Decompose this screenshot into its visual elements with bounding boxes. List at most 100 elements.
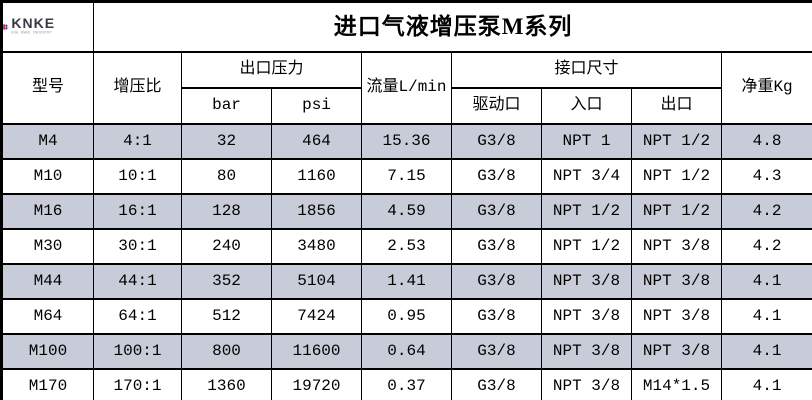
cell-flow: 7.15 — [361, 158, 452, 195]
cell-model: M170 — [1, 368, 94, 400]
cell-weight: 4.8 — [720, 123, 812, 160]
cell-model: M30 — [1, 228, 94, 265]
cell-inlet: NPT 3/8 — [541, 263, 632, 300]
cell-outlet: NPT 3/8 — [631, 298, 722, 335]
cell-weight: 4.2 — [720, 228, 812, 265]
cell-flow: 0.37 — [361, 368, 452, 400]
cell-inlet: NPT 3/8 — [541, 368, 632, 400]
cell-outlet: NPT 1/2 — [631, 158, 722, 195]
cell-flow: 0.64 — [361, 333, 452, 370]
cell-psi: 19720 — [271, 368, 362, 400]
cell-model: M16 — [1, 193, 94, 230]
cell-inlet: NPT 1 — [541, 123, 632, 160]
table-row: M16 16:1 128 1856 4.59 G3/8 NPT 1/2 NPT … — [1, 193, 812, 230]
cell-drive: G3/8 — [451, 368, 542, 400]
header-flow: 流量L/min — [361, 51, 452, 125]
cell-ratio: 64:1 — [93, 298, 182, 335]
cell-model: M64 — [1, 298, 94, 335]
logo-cell: KNKE USA KNKE INDUSTRY — [1, 1, 94, 53]
cell-drive: G3/8 — [451, 228, 542, 265]
cell-weight: 4.1 — [720, 298, 812, 335]
cell-outlet: NPT 3/8 — [631, 263, 722, 300]
header-outlet-pressure: 出口压力 — [181, 51, 362, 89]
cell-drive: G3/8 — [451, 298, 542, 335]
cell-psi: 11600 — [271, 333, 362, 370]
logo-subtext: USA KNKE INDUSTRY — [11, 30, 53, 35]
cell-outlet: NPT 1/2 — [631, 193, 722, 230]
cell-bar: 512 — [181, 298, 272, 335]
cell-psi: 1160 — [271, 158, 362, 195]
knke-logo: KNKE USA KNKE INDUSTRY — [3, 14, 93, 40]
cell-bar: 352 — [181, 263, 272, 300]
cell-outlet: M14*1.5 — [631, 368, 722, 400]
logo-text: KNKE — [11, 14, 56, 31]
cell-model: M4 — [1, 123, 94, 160]
cell-ratio: 30:1 — [93, 228, 182, 265]
header-inlet: 入口 — [541, 87, 632, 125]
cell-model: M10 — [1, 158, 94, 195]
cell-bar: 32 — [181, 123, 272, 160]
header-outlet: 出口 — [631, 87, 722, 125]
cell-psi: 7424 — [271, 298, 362, 335]
header-bar: bar — [181, 87, 272, 125]
cell-inlet: NPT 3/4 — [541, 158, 632, 195]
table-row: M64 64:1 512 7424 0.95 G3/8 NPT 3/8 NPT … — [1, 298, 812, 335]
cell-weight: 4.1 — [720, 263, 812, 300]
title-row: KNKE USA KNKE INDUSTRY 进口气液增压泵M系列 — [1, 1, 812, 53]
header-row-1: 型号 增压比 出口压力 流量L/min 接口尺寸 净重Kg — [1, 51, 812, 125]
page-title: 进口气液增压泵M系列 — [92, 1, 812, 53]
table-row: M10 10:1 80 1160 7.15 G3/8 NPT 3/4 NPT 1… — [1, 158, 812, 195]
cell-inlet: NPT 3/8 — [541, 333, 632, 370]
cell-ratio: 16:1 — [93, 193, 182, 230]
cell-inlet: NPT 1/2 — [541, 228, 632, 265]
table-row: M100 100:1 800 11600 0.64 G3/8 NPT 3/8 N… — [1, 333, 812, 370]
cell-inlet: NPT 1/2 — [541, 193, 632, 230]
table-row: M170 170:1 1360 19720 0.37 G3/8 NPT 3/8 … — [1, 368, 812, 400]
cell-ratio: 170:1 — [93, 368, 182, 400]
cell-ratio: 100:1 — [93, 333, 182, 370]
cell-psi: 1856 — [271, 193, 362, 230]
cell-psi: 3480 — [271, 228, 362, 265]
cell-ratio: 4:1 — [93, 123, 182, 160]
cell-weight: 4.3 — [720, 158, 812, 195]
cell-model: M44 — [1, 263, 94, 300]
cell-outlet: NPT 3/8 — [631, 333, 722, 370]
cell-psi: 464 — [271, 123, 362, 160]
cell-bar: 240 — [181, 228, 272, 265]
header-row-2: bar psi 驱动口 入口 出口 — [2, 87, 812, 125]
cell-bar: 1360 — [181, 368, 272, 400]
cell-drive: G3/8 — [451, 263, 542, 300]
cell-flow: 4.59 — [361, 193, 452, 230]
cell-weight: 4.1 — [720, 333, 812, 370]
cell-ratio: 10:1 — [93, 158, 182, 195]
cell-flow: 2.53 — [361, 228, 452, 265]
table-row: M30 30:1 240 3480 2.53 G3/8 NPT 1/2 NPT … — [1, 228, 812, 265]
cell-bar: 800 — [181, 333, 272, 370]
cell-drive: G3/8 — [451, 333, 542, 370]
knke-logo-icon — [3, 24, 9, 30]
table-row: M4 4:1 32 464 15.36 G3/8 NPT 1 NPT 1/2 4… — [1, 123, 812, 160]
cell-inlet: NPT 3/8 — [541, 298, 632, 335]
header-drive-port: 驱动口 — [451, 87, 542, 125]
header-model: 型号 — [1, 51, 94, 125]
cell-flow: 1.41 — [361, 263, 452, 300]
cell-model: M100 — [1, 333, 94, 370]
cell-flow: 0.95 — [361, 298, 452, 335]
table-row: M44 44:1 352 5104 1.41 G3/8 NPT 3/8 NPT … — [1, 263, 812, 300]
cell-ratio: 44:1 — [93, 263, 182, 300]
cell-weight: 4.2 — [720, 193, 812, 230]
cell-weight: 4.1 — [720, 368, 812, 400]
cell-drive: G3/8 — [451, 193, 542, 230]
cell-flow: 15.36 — [361, 123, 452, 160]
cell-bar: 128 — [181, 193, 272, 230]
header-interface-size: 接口尺寸 — [451, 51, 722, 89]
cell-psi: 5104 — [271, 263, 362, 300]
header-psi: psi — [271, 87, 362, 125]
cell-drive: G3/8 — [451, 158, 542, 195]
cell-drive: G3/8 — [451, 123, 542, 160]
cell-outlet: NPT 1/2 — [631, 123, 722, 160]
cell-outlet: NPT 3/8 — [631, 228, 722, 265]
logo-text-column: KNKE USA KNKE INDUSTRY — [11, 14, 92, 39]
header-weight: 净重Kg — [720, 51, 812, 125]
